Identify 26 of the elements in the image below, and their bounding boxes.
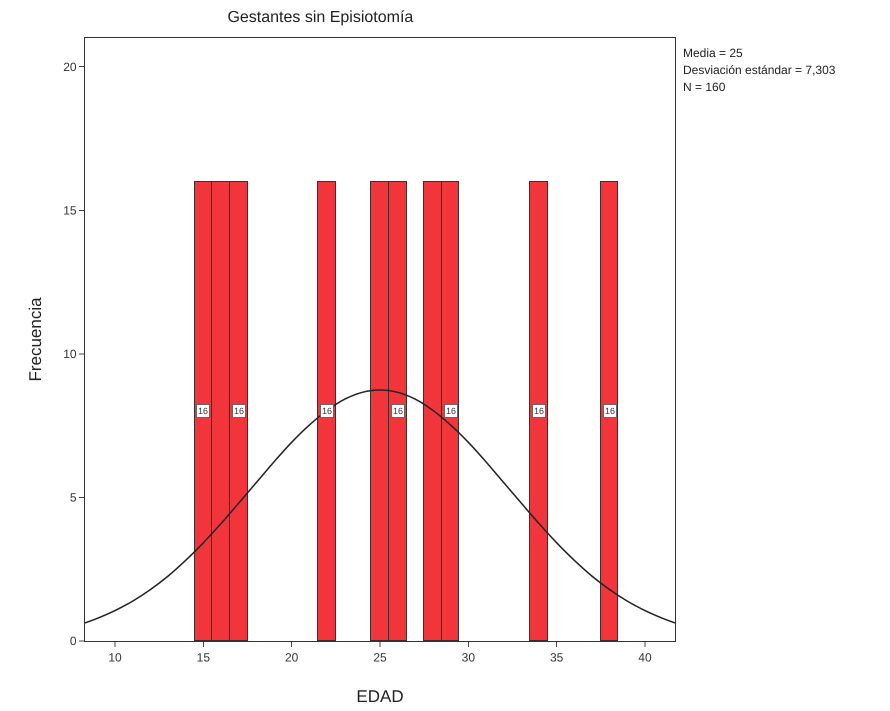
x-tick-label: 35: [550, 650, 564, 664]
data-label: 16: [393, 406, 404, 416]
x-tick-label: 15: [196, 650, 210, 664]
data-label: 16: [322, 406, 332, 416]
x-tick-label: 20: [285, 650, 299, 664]
y-tick-label: 10: [63, 347, 77, 362]
text: Media = 25: [683, 46, 744, 60]
x-axis-title: EDAD: [356, 687, 404, 706]
chart-title: Gestantes sin Episiotomía: [227, 8, 414, 26]
y-axis-title: Frecuencia: [26, 296, 45, 382]
x-tick-label: 40: [638, 650, 652, 664]
line-series: [85, 389, 675, 624]
y-tick-label: 15: [63, 203, 77, 218]
x-tick-label: 10: [108, 650, 122, 664]
text: Desviación estándar = 7,303: [683, 63, 836, 77]
data-label: 16: [234, 406, 244, 416]
y-tick-label: 5: [70, 490, 77, 505]
y-tick-label: 20: [63, 60, 77, 74]
data-label: 16: [446, 406, 456, 416]
text: N = 160: [683, 80, 726, 94]
data-label: 16: [534, 406, 544, 416]
x-tick-label: 25: [373, 650, 387, 664]
x-tick-label: 30: [462, 650, 476, 664]
data-label: 16: [198, 406, 208, 416]
data-label: 16: [605, 406, 616, 416]
y-tick-label: 0: [70, 634, 77, 648]
